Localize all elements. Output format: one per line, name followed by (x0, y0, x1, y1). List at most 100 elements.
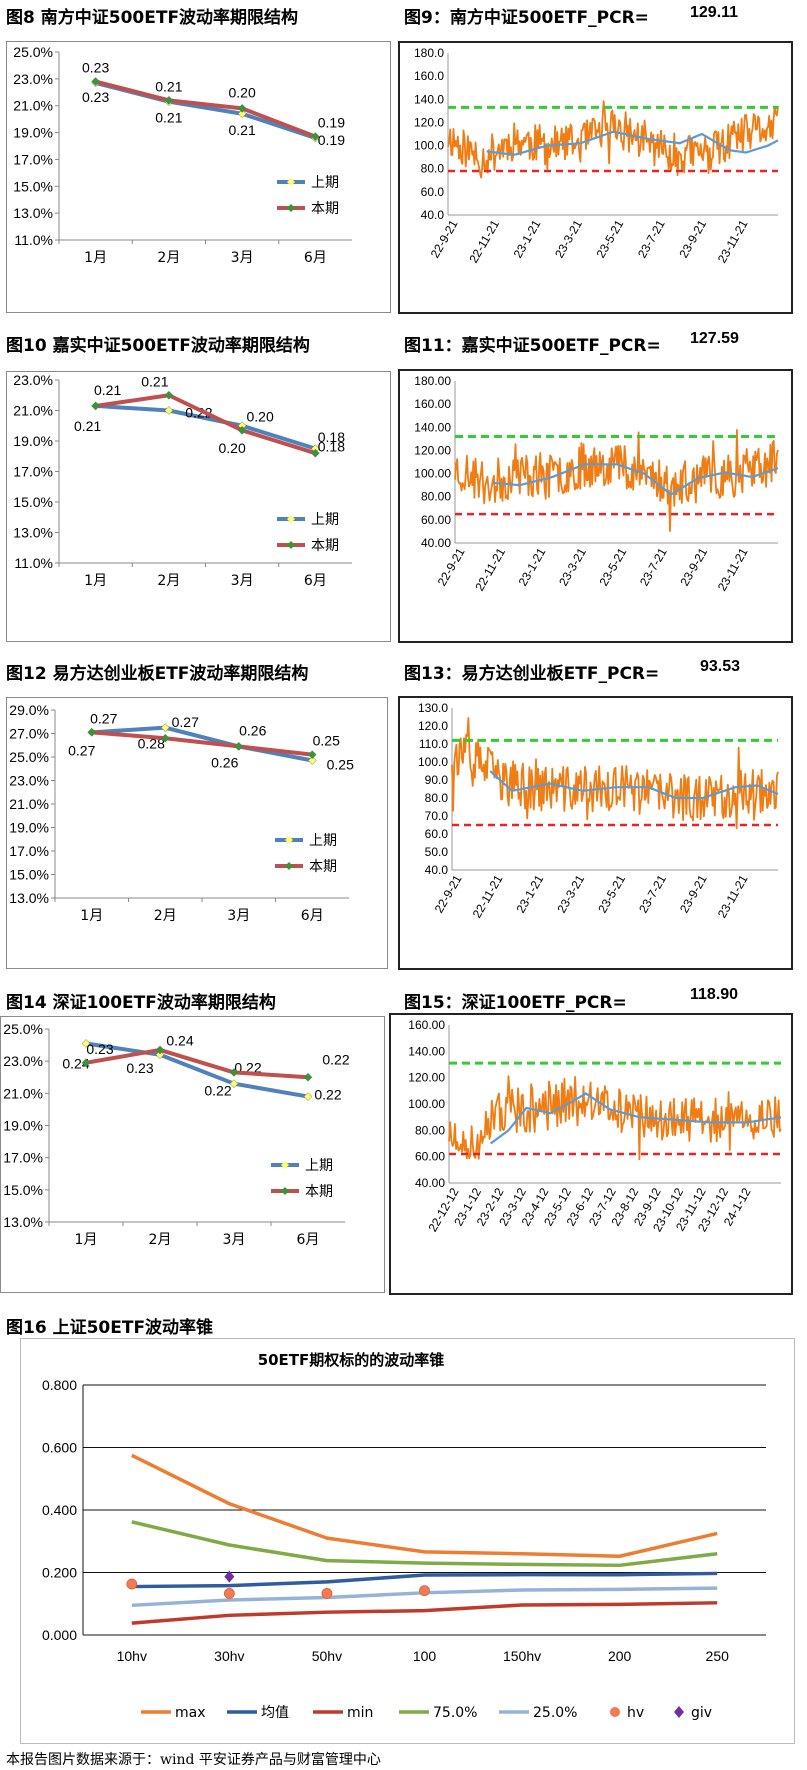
f14-x-tick-label: 6月 (297, 1232, 320, 1248)
f12-data-label: 0.25 (327, 757, 354, 773)
f8-y-tick-label: 15.0% (13, 178, 53, 194)
f15-x-tick-label: 22-12-12 (425, 1185, 461, 1234)
chart-f15: 40.00 60.00 80.00 100.00 120.00 140.00 160.00 2… (408, 1018, 782, 1234)
f13-x-tick-label: 23-1-21 (514, 872, 547, 915)
f10-data-label: 0.21 (94, 382, 121, 398)
figure-12-title: 图12 易方达创业板ETF波动率期限结构 (6, 664, 309, 684)
f8-data-label: 0.21 (155, 78, 182, 94)
chart-f15-panel: 40.00 60.00 80.00 100.00 120.00 140.00 160.00 2… (389, 1013, 793, 1295)
f16-legend-label: 75.0% (433, 1705, 477, 1721)
f10-series-line-prev (95, 403, 316, 451)
f11-moving-average (492, 463, 779, 496)
f14-data-point (155, 1050, 165, 1060)
chart-f8-panel: 11.0% 13.0% 15.0% 17.0% 19.0% 21.0% 23.0% 25.0%… (6, 41, 391, 313)
f16-x-tick-label: 100 (413, 1648, 437, 1664)
f11-x-tick-label: 22-9-21 (435, 545, 468, 588)
f11-y-tick-label: 140.00 (414, 420, 451, 434)
f10-data-point (311, 448, 320, 458)
f14-data-label: 0.24 (166, 1033, 193, 1049)
f12-data-label: 0.27 (172, 714, 199, 730)
f8-data-label: 0.23 (82, 60, 109, 76)
f10-x-tick-label: 1月 (84, 573, 107, 589)
f10-x-tick-label: 2月 (157, 573, 180, 589)
f12-legend-label: 本期 (309, 859, 337, 875)
f9-x-tick-label: 23-3-21 (552, 217, 585, 260)
f11-y-tick-label: 180.00 (414, 374, 451, 388)
f15-y-tick-label: 140.00 (408, 1044, 445, 1058)
chart-f9: 40.0 60.0 80.0 100.0 120.0 140.0 160.0 180.0 22-… (414, 46, 779, 265)
f13-y-tick-label: 130.0 (418, 701, 448, 715)
f9-x-tick-label: 23-7-21 (635, 217, 668, 260)
chart-f16: 50ETF期权标的的波动率锥 0.000 0.200 0.400 0.600 0.800 1… (42, 1351, 766, 1721)
f14-data-point (229, 1079, 239, 1089)
f8-x-tick-label: 3月 (231, 250, 254, 266)
chart-f10-panel: 11.0% 13.0% 15.0% 17.0% 19.0% 21.0% 23.0% 1月 2月 3… (6, 371, 391, 642)
f10-data-label: 0.21 (74, 418, 101, 434)
f16-y-tick-label: 0.600 (42, 1440, 77, 1456)
f16-x-tick-label: 50hv (312, 1648, 342, 1664)
f8-data-point (237, 104, 247, 113)
chart-f13: 40.0 50.0 60.0 70.0 80.0 90.0 100.0 110.0 120.0 1… (418, 701, 779, 920)
f11-x-tick-label: 22-11-21 (472, 545, 508, 593)
f14-y-tick-label: 17.0% (3, 1150, 43, 1166)
f14-x-tick-label: 2月 (149, 1232, 172, 1248)
f12-data-label: 0.27 (68, 742, 95, 758)
f12-legend-marker (285, 862, 293, 870)
f9-x-tick-label: 23-5-21 (594, 217, 627, 260)
f12-series-line-prev (91, 725, 313, 763)
f14-data-point (229, 1068, 239, 1077)
data-source-footer: 本报告图片数据来源于：wind 平安证券产品与财富管理中心 (6, 1752, 381, 1768)
figure-8-title: 图8 南方中证500ETF波动率期限结构 (6, 8, 299, 28)
f12-y-tick-label: 13.0% (9, 890, 49, 906)
f13-moving-average (489, 770, 779, 800)
figure-15-pcr-value: 118.90 (690, 986, 739, 1003)
f13-y-tick-label: 50.0 (425, 845, 449, 859)
f14-data-label: 0.24 (62, 1055, 89, 1071)
chart-f11-panel: 40.00 60.00 80.00 100.00 120.00 140.00 160.00 1… (398, 369, 793, 643)
f9-moving-average (486, 130, 779, 156)
f11-x-tick-label: 23-1-21 (516, 545, 549, 588)
f14-data-point (81, 1058, 91, 1068)
f8-y-tick-label: 11.0% (14, 232, 53, 248)
f10-series-line-curr (95, 393, 316, 456)
f14-legend-label: 本期 (305, 1184, 333, 1200)
f13-y-tick-label: 90.0 (425, 773, 449, 787)
f14-data-label: 0.23 (126, 1060, 153, 1076)
f8-data-point (164, 95, 174, 105)
f16-y-tick-label: 0.000 (42, 1627, 77, 1643)
f14-series-line-curr (85, 1047, 309, 1080)
chart-f9-panel: 40.0 60.0 80.0 100.0 120.0 140.0 160.0 180.0 22-… (398, 41, 793, 314)
f13-y-tick-label: 100.0 (418, 755, 448, 769)
f12-y-tick-label: 19.0% (9, 820, 49, 836)
f10-data-label: 0.20 (219, 440, 246, 456)
f14-data-label: 0.23 (86, 1041, 113, 1057)
f14-data-point (81, 1039, 91, 1048)
f13-x-tick-label: 23-7-21 (636, 872, 669, 915)
f15-y-tick-label: 60.00 (415, 1150, 445, 1164)
f8-data-label: 0.21 (155, 110, 182, 126)
f15-y-tick-label: 120.00 (408, 1071, 445, 1085)
chart-f12-panel: 13.0% 15.0% 17.0% 19.0% 21.0% 23.0% 25.0% 27.0%… (6, 697, 388, 969)
f14-y-tick-label: 15.0% (3, 1182, 43, 1198)
f10-y-tick-label: 21.0% (13, 403, 53, 419)
f14-data-label: 0.22 (314, 1087, 341, 1103)
f12-legend-label: 上期 (309, 833, 337, 849)
f12-data-label: 0.26 (211, 754, 238, 770)
f16-legend-marker (610, 1707, 620, 1717)
f13-x-tick-label: 22-11-21 (470, 872, 506, 920)
f13-y-tick-label: 80.0 (425, 791, 449, 805)
f8-data-point (91, 77, 100, 86)
f12-data-point (307, 756, 317, 765)
f15-moving-average (489, 1092, 782, 1145)
figure-11-pcr-value: 127.59 (690, 330, 739, 347)
f8-data-label: 0.21 (229, 122, 256, 138)
f9-x-tick-label: 23-9-21 (676, 217, 709, 260)
f10-legend-label: 本期 (311, 538, 339, 554)
f12-x-tick-label: 2月 (154, 908, 177, 924)
f10-data-label: 0.20 (247, 408, 274, 424)
f16-y-tick-label: 0.800 (42, 1377, 77, 1393)
chart-f14: 13.0% 15.0% 17.0% 19.0% 21.0% 23.0% 25.0% 1月 2月 3… (3, 1021, 350, 1248)
f12-data-label: 0.27 (90, 710, 117, 726)
figure-11-title: 图11：嘉实中证500ETF_PCR= (404, 336, 661, 356)
f15-y-tick-label: 100.00 (408, 1097, 445, 1111)
